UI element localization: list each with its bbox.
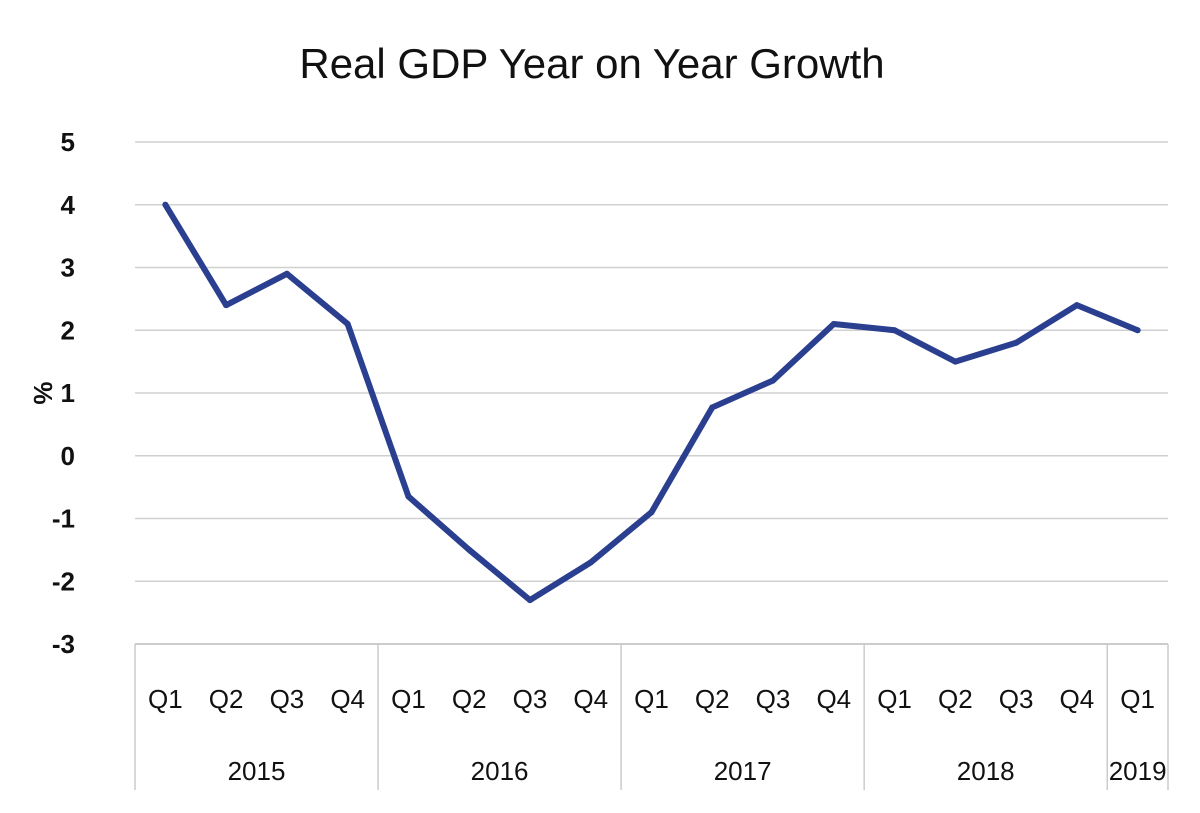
y-tick-label: 2	[61, 315, 75, 345]
data-point	[952, 358, 959, 365]
data-point	[526, 597, 533, 604]
x-tick-label: Q1	[148, 684, 183, 714]
x-tick-label: Q3	[999, 684, 1034, 714]
data-point	[770, 377, 777, 384]
data-point	[1073, 302, 1080, 309]
x-tick-label: Q1	[634, 684, 669, 714]
data-point	[587, 559, 594, 566]
data-point	[223, 302, 230, 309]
data-point	[830, 320, 837, 327]
x-tick-label: Q3	[756, 684, 791, 714]
year-label: 2018	[957, 756, 1015, 786]
data-point	[283, 270, 290, 277]
year-label: 2015	[228, 756, 286, 786]
x-tick-label: Q1	[391, 684, 426, 714]
year-label: 2017	[714, 756, 772, 786]
x-tick-label: Q4	[816, 684, 851, 714]
series-line	[162, 201, 1141, 604]
y-tick-label: 5	[61, 127, 75, 157]
y-tick-label: -2	[52, 566, 75, 596]
chart-title: Real GDP Year on Year Growth	[299, 40, 884, 87]
year-label: 2019	[1109, 756, 1167, 786]
y-tick-label: 3	[61, 253, 75, 283]
x-tick-label: Q1	[877, 684, 912, 714]
x-tick-label: Q2	[452, 684, 487, 714]
x-tick-label: Q2	[695, 684, 730, 714]
data-point	[1134, 327, 1141, 334]
x-tick-label: Q4	[573, 684, 608, 714]
data-point	[891, 327, 898, 334]
year-label: 2016	[471, 756, 529, 786]
y-axis-label: %	[28, 381, 58, 404]
x-tick-label: Q3	[270, 684, 305, 714]
x-tick-label: Q4	[1060, 684, 1095, 714]
x-tick-label: Q3	[513, 684, 548, 714]
x-tick-label: Q4	[330, 684, 365, 714]
data-point	[709, 404, 716, 411]
data-point	[162, 201, 169, 208]
data-point	[648, 509, 655, 516]
x-tick-label: Q1	[1120, 684, 1155, 714]
y-tick-label: -3	[52, 629, 75, 659]
y-tick-label: 0	[61, 441, 75, 471]
x-tick-label: Q2	[938, 684, 973, 714]
y-tick-label: 4	[61, 190, 76, 220]
x-tick-label: Q2	[209, 684, 244, 714]
data-point	[405, 493, 412, 500]
data-point	[1013, 339, 1020, 346]
data-point	[344, 320, 351, 327]
data-point	[466, 546, 473, 553]
y-tick-label: 1	[61, 378, 75, 408]
y-tick-label: -1	[52, 504, 75, 534]
